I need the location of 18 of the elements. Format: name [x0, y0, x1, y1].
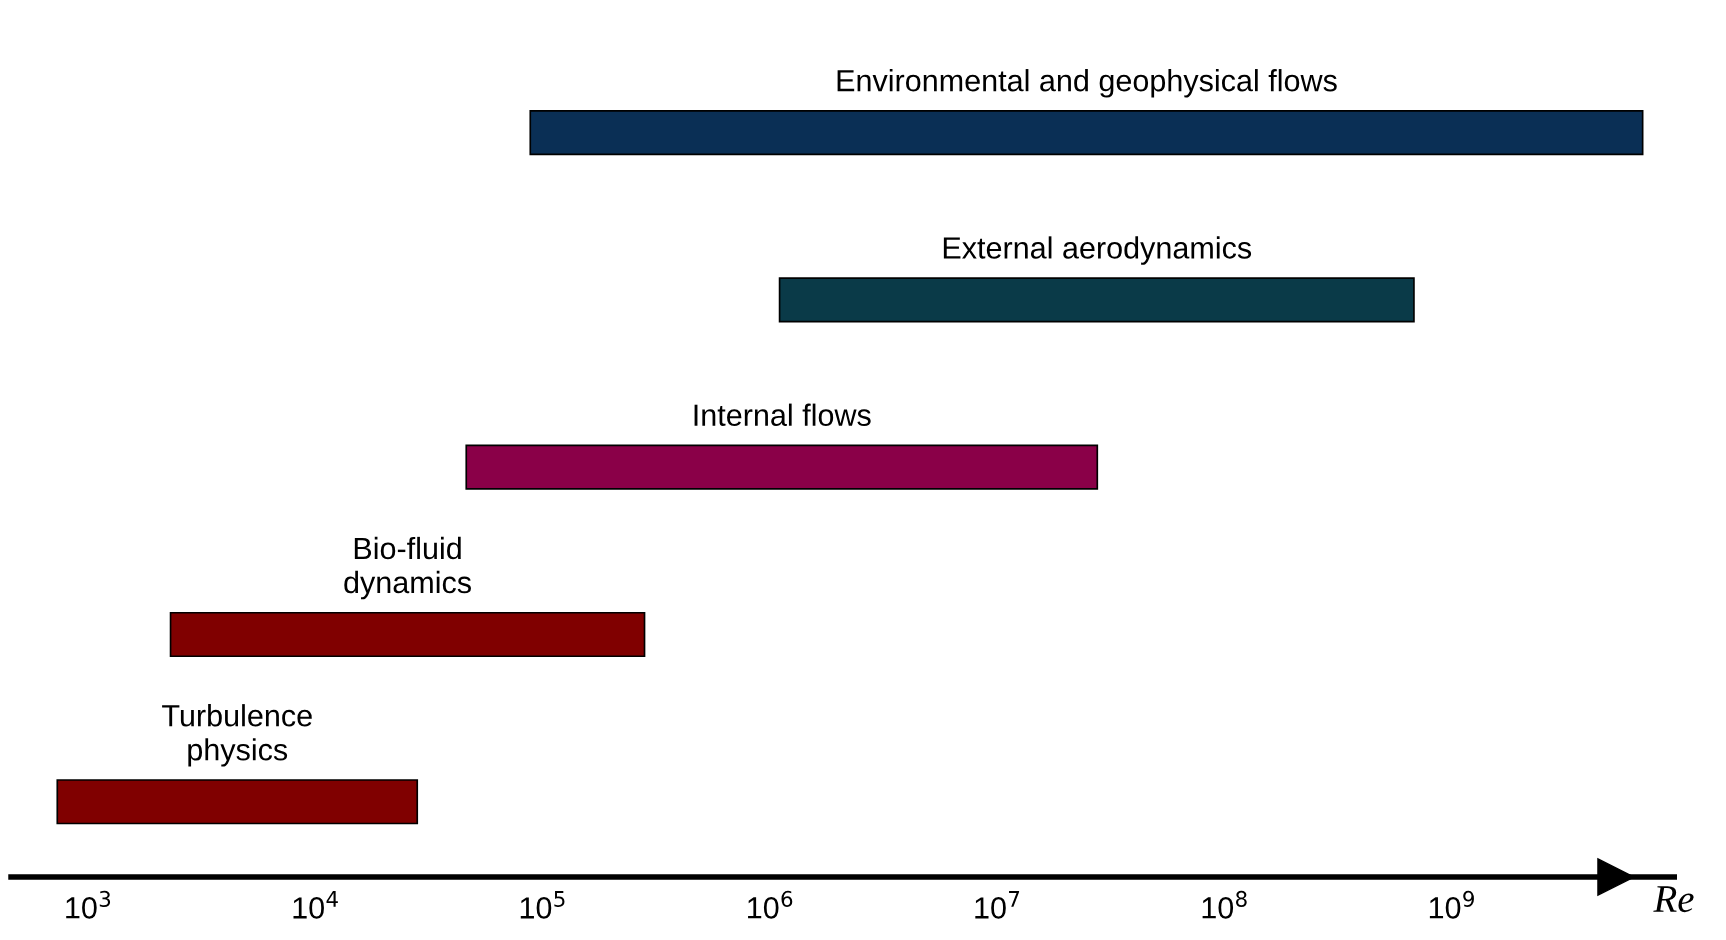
y-tick-label: Environmental and geophysical flows — [837, 69, 1337, 98]
x-tick-label: 10$^{9}$ — [1429, 890, 1474, 919]
x-tick-label: 10$^{3}$ — [66, 890, 111, 919]
bar — [529, 110, 1644, 156]
bar — [778, 277, 1415, 323]
bar — [169, 611, 646, 658]
y-tick-label: Internal flows — [694, 403, 871, 427]
y-tick-label: Turbulence physics — [162, 704, 312, 767]
x-tick-label: 10$^{8}$ — [1202, 890, 1247, 919]
x-tick-label: 10$^{7}$ — [975, 891, 1020, 919]
y-tick-label: External aerodynamics — [943, 236, 1252, 265]
bar — [465, 444, 1099, 490]
bar — [56, 779, 419, 825]
x-tick-label: 10$^{5}$ — [520, 891, 565, 919]
x-tick-label: 10$^{6}$ — [748, 890, 793, 919]
x-tick-label: 10$^{4}$ — [293, 891, 338, 919]
y-tick-label: Bio-fluid dynamics — [344, 536, 471, 600]
x-axis-title: Re — [1653, 886, 1694, 913]
